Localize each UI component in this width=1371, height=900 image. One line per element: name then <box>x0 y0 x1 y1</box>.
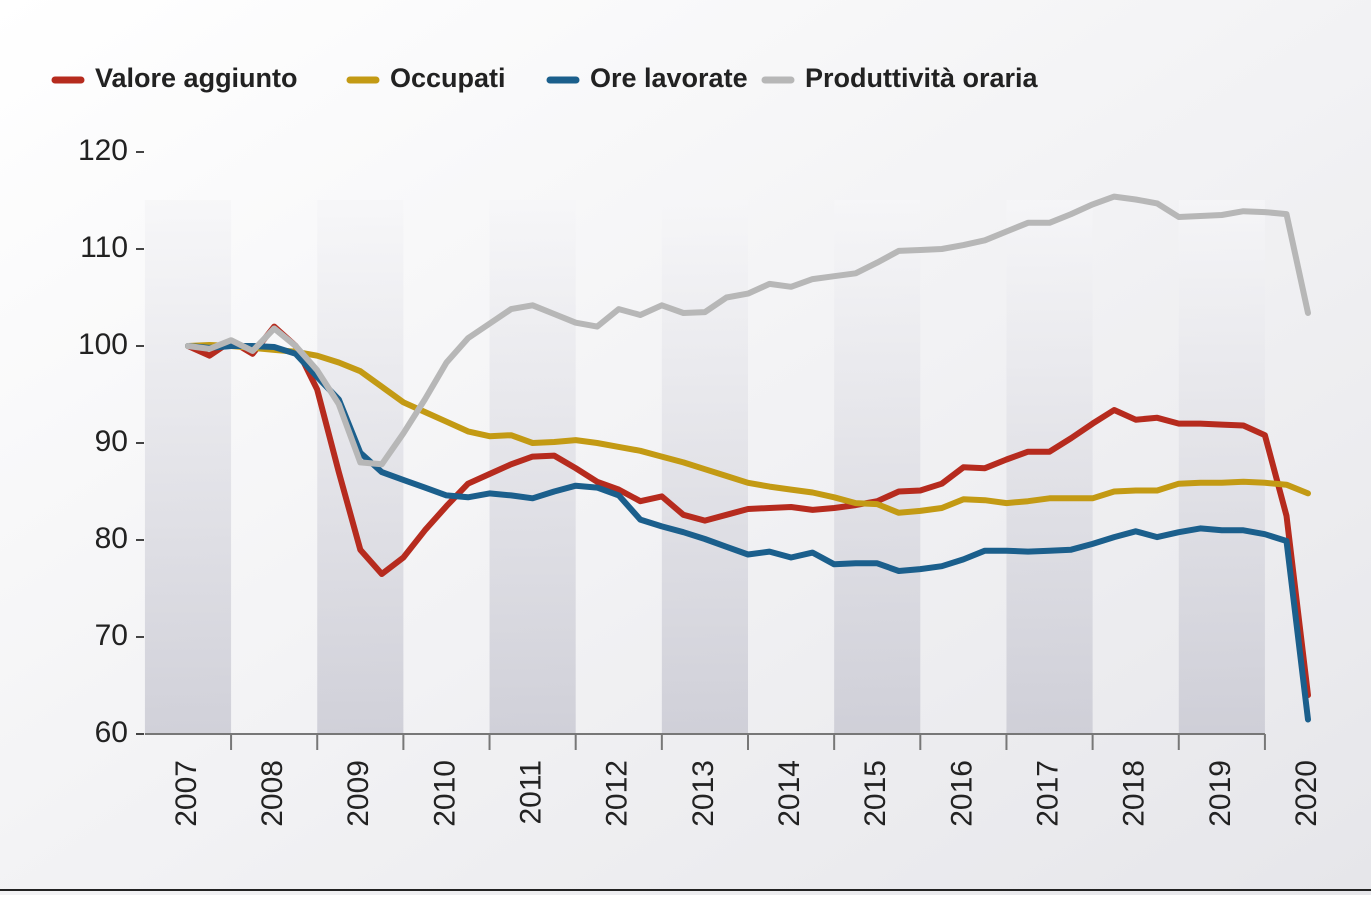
x-tick-label: 2018 <box>1118 760 1151 827</box>
x-tick-label: 2016 <box>945 760 978 827</box>
x-tick-label: 2020 <box>1290 760 1323 827</box>
x-tick-label: 2019 <box>1204 760 1237 827</box>
legend-label: Occupati <box>390 63 506 93</box>
legend-label: Ore lavorate <box>590 63 748 93</box>
year-band <box>317 200 404 734</box>
series-line <box>185 193 1311 468</box>
y-tick-label: 70 <box>95 619 128 652</box>
x-tick-label: 2012 <box>601 760 634 827</box>
x-tick-label: 2017 <box>1031 760 1064 827</box>
x-tick-label: 2013 <box>687 760 720 827</box>
y-tick-label: 80 <box>95 522 128 555</box>
series-line <box>185 342 1311 516</box>
year-band <box>144 200 232 734</box>
y-tick-label: 100 <box>78 328 128 361</box>
x-tick-label: 2008 <box>256 760 289 827</box>
x-tick-label: 2014 <box>773 760 806 827</box>
y-tick-label: 90 <box>95 425 128 458</box>
legend-label: Valore aggiunto <box>95 63 298 93</box>
year-band <box>1178 200 1265 734</box>
year-band <box>834 200 921 734</box>
year-band <box>1006 200 1093 734</box>
y-tick-label: 60 <box>95 716 128 749</box>
x-tick-label: 2015 <box>859 760 892 827</box>
x-tick-label: 2010 <box>428 760 461 827</box>
legend-label: Produttività oraria <box>805 63 1039 93</box>
x-tick-label: 2011 <box>515 760 548 825</box>
y-tick-label: 110 <box>80 231 128 264</box>
x-tick-label: 2007 <box>170 760 203 827</box>
series-line <box>185 323 1311 699</box>
y-tick-label: 120 <box>78 134 128 167</box>
x-tick-label: 2009 <box>342 760 375 827</box>
